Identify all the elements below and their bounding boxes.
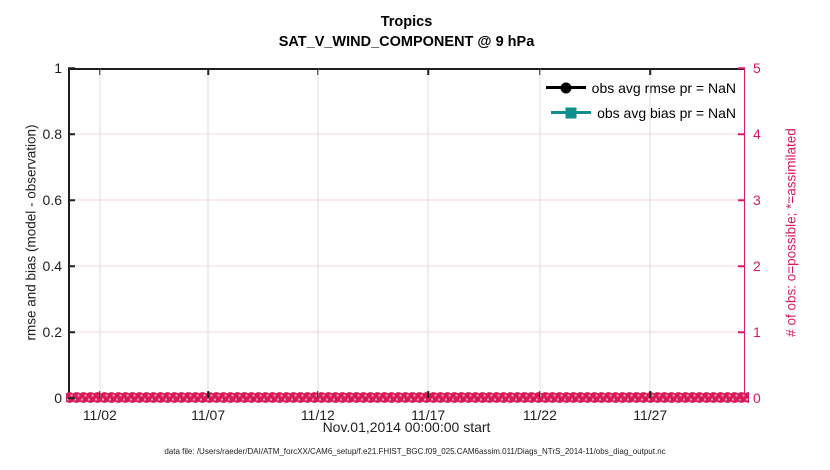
y-gridline [68,265,745,267]
x-tick-mark-bottom [649,391,651,398]
x-tick-mark-top [539,68,541,75]
y-right-tick-label: 3 [753,192,761,208]
y-tick-mark-left [68,397,75,399]
x-tick-mark-bottom [207,391,209,398]
x-tick-mark-bottom [539,391,541,398]
y-right-tick-label: 0 [753,390,761,406]
x-gridline [539,68,541,398]
plot-area: obs avg rmse pr = NaN obs avg bias pr = N… [66,67,749,403]
y-tick-mark-right [738,133,745,135]
y-right-tick-label: 1 [753,324,761,340]
y-left-tick-label: 1 [54,60,62,76]
legend-label: obs avg rmse pr = NaN [591,79,736,96]
x-tick-mark-top [427,68,429,75]
x-tick-label: 11/22 [522,407,557,423]
x-tick-mark-bottom [99,391,101,398]
legend-item: obs avg rmse pr = NaN [545,75,736,100]
y-left-tick-label: 0.8 [42,126,62,142]
x-tick-mark-top [207,68,209,75]
legend: obs avg rmse pr = NaN obs avg bias pr = N… [545,75,736,125]
x-tick-mark-top [649,68,651,75]
x-tick-label: 11/07 [191,407,226,423]
x-tick-label: 11/12 [300,407,335,423]
y-right-tick-label: 2 [753,258,761,274]
y-tick-mark-right [738,331,745,333]
x-tick-mark-bottom [317,391,319,398]
y-tick-mark-right [738,397,745,399]
y-right-tick-label: 4 [753,126,761,142]
x-tick-mark-bottom [427,391,429,398]
y-right-tick-label: 5 [753,60,761,76]
square-marker-icon [565,107,577,118]
legend-item: obs avg bias pr = NaN [546,100,736,125]
x-tick-label: 11/17 [411,407,446,423]
x-axis-label: Nov.01,2014 00:00:00 start [322,419,491,435]
y-gridline [68,331,745,333]
y-left-tick-label: 0.6 [42,192,62,208]
left-axis-spine [68,68,70,398]
right-y-axis-label: # of obs: o=possible; *=assimilated [783,128,799,337]
right-axis-spine [743,68,745,398]
x-gridline [317,68,319,398]
chart-subtitle: SAT_V_WIND_COMPONENT @ 9 hPa [278,34,535,50]
y-left-tick-label: 0.4 [42,258,62,274]
y-tick-mark-left [68,199,75,201]
legend-label: obs avg bias pr = NaN [597,104,736,121]
y-left-tick-label: 0 [54,390,62,406]
top-spine [68,68,745,70]
x-gridline [99,68,101,398]
y-tick-mark-left [68,331,75,333]
y-tick-mark-left [68,265,75,267]
data-file-path: data file: /Users/raeder/DAI/ATM_forcXX/… [164,447,666,456]
x-gridline [427,68,429,398]
x-gridline [207,68,209,398]
chart-title: Tropics [380,14,433,30]
x-tick-mark-top [317,68,319,75]
x-tick-mark-top [99,68,101,75]
x-tick-label: 11/02 [82,407,117,423]
x-gridline [649,68,651,398]
y-tick-mark-right [738,67,745,69]
y-left-tick-label: 0.2 [42,324,62,340]
y-tick-mark-left [68,133,75,135]
x-tick-label: 11/27 [633,407,668,423]
y-tick-mark-left [68,67,75,69]
legend-line [551,107,592,118]
obs-count-marker-band [66,392,749,403]
title-block: Tropics SAT_V_WIND_COMPONENT @ 9 hPa [68,12,745,52]
y-tick-mark-right [738,199,745,201]
circle-marker-icon [560,82,572,93]
y-gridline [68,199,745,201]
legend-line [545,82,586,93]
left-y-axis-label: rmse and bias (model - observation) [23,124,39,341]
y-tick-mark-right [738,265,745,267]
y-gridline [68,133,745,135]
